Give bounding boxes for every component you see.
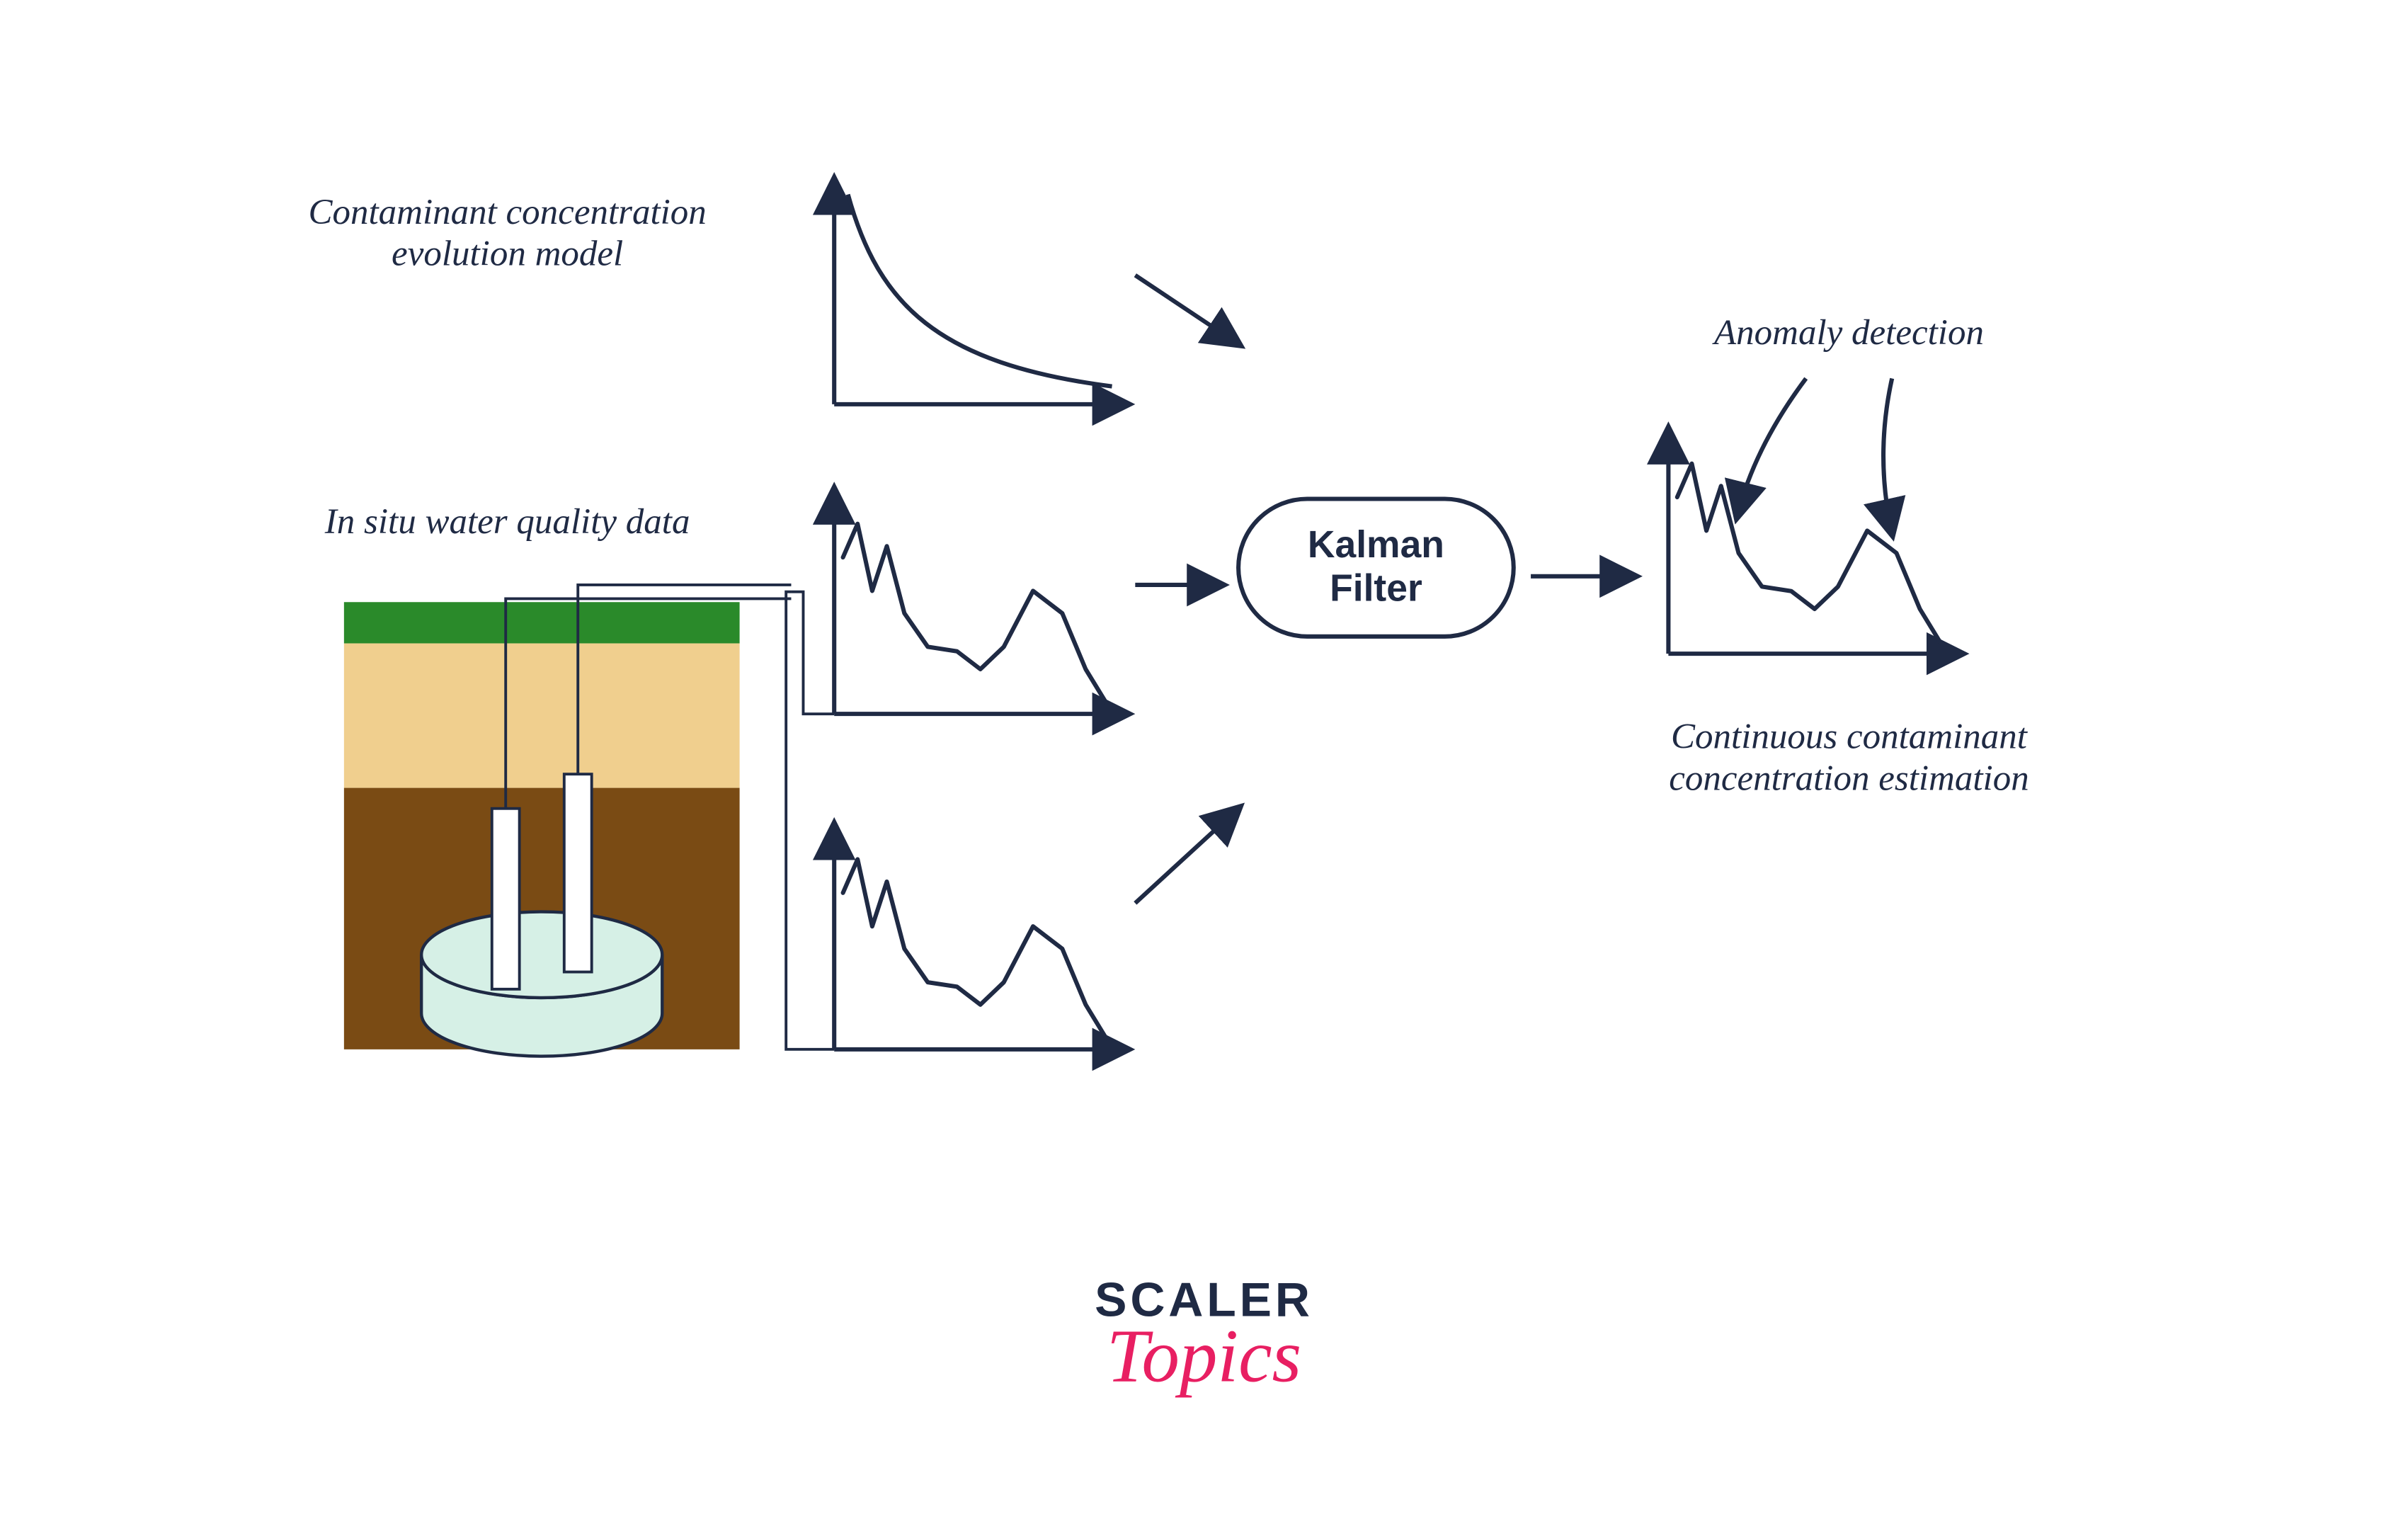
flow-arrow-0 [1135,275,1238,344]
label-output: Continuous contaminantconcentration esti… [1669,717,2029,799]
wire-to-chart [791,592,834,714]
soil-layer [344,644,740,788]
wire-to-chart [786,592,834,1049]
flow-arrow-2 [1135,809,1238,904]
anomaly-arrow-1 [1883,378,1892,533]
mini-curve [848,195,1112,387]
sensor-probe [492,809,520,989]
soil-sensor-illustration [344,585,792,1057]
logo-topics: Topics [1107,1315,1301,1399]
label-model: Contaminant concentrationevolution model [308,193,706,274]
anomaly-arrow-0 [1737,378,1806,516]
label-insitu: In situ water quality data [324,502,690,542]
label-anomaly: Anomaly detection [1712,313,1984,353]
soil-layer [344,602,740,643]
water-disc-top [421,912,662,998]
sensor-probe [564,774,592,972]
mini-curve [843,859,1107,1038]
mini-curve [843,524,1107,703]
mini-curve [1677,464,1941,643]
